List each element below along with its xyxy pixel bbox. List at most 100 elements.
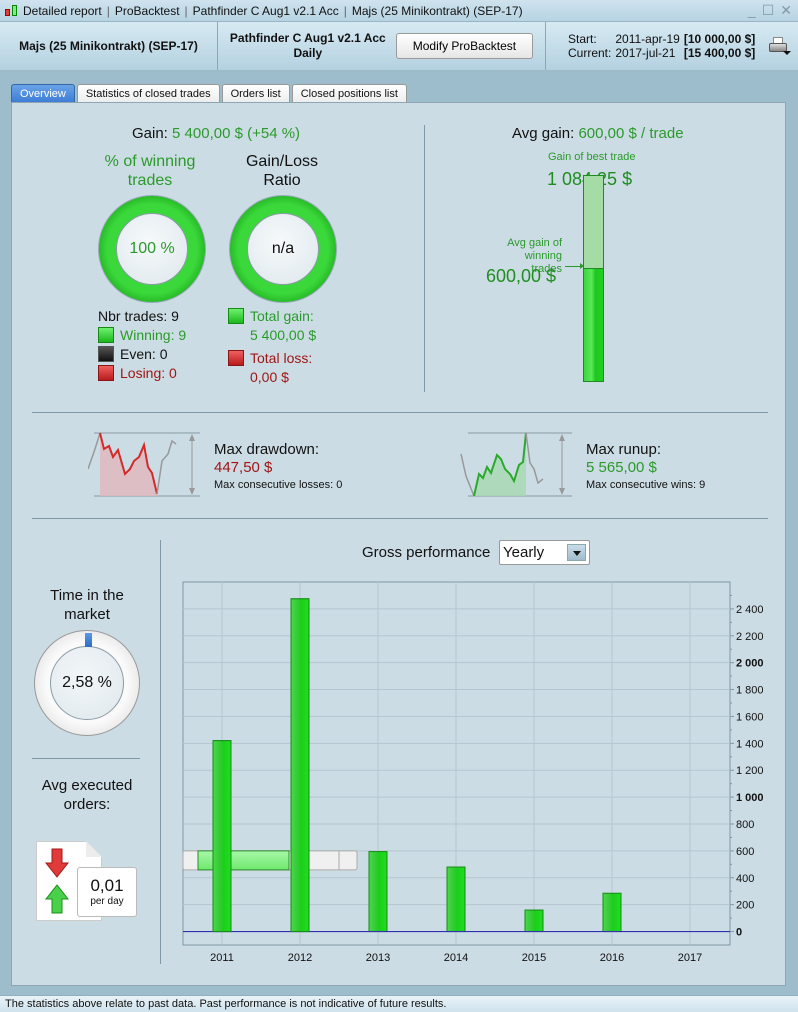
horizontal-divider xyxy=(32,758,140,759)
buy-arrow-icon xyxy=(45,884,69,914)
gain-loss-ratio-value: n/a xyxy=(247,213,319,285)
winning-trades-title: % of winning trades xyxy=(104,153,196,189)
strategy-name: Pathfinder C Aug1 v2.1 Acc xyxy=(229,31,386,45)
y-tick-label: 2 200 xyxy=(736,631,764,643)
current-date: 2017-jul-21 xyxy=(615,46,676,60)
gain-label: Gain: xyxy=(132,125,168,142)
avg-winning-label: Avg gain of winning trades xyxy=(507,237,562,275)
bar-2013 xyxy=(368,851,388,933)
avg-gain-summary: Avg gain: 600,00 $ / trade xyxy=(512,125,684,142)
x-tick-label: 2016 xyxy=(600,952,624,964)
tab-closed-positions-list[interactable]: Closed positions list xyxy=(291,84,407,103)
time-in-market-ring: 2,58 % xyxy=(34,630,140,736)
drawdown-sparkline-icon xyxy=(88,432,200,497)
period-select[interactable]: Yearly xyxy=(499,540,590,565)
best-trade-label: Gain of best trade xyxy=(548,151,636,163)
close-icon[interactable]: ✕ xyxy=(780,2,792,18)
losing-count: Losing: 0 xyxy=(120,365,177,381)
max-runup-value: 5 565,00 $ xyxy=(586,459,657,476)
avg-gain-label: Avg gain: xyxy=(512,125,575,142)
trade-counts: Nbr trades: 9 Winning: 9 Even: 0 Losing:… xyxy=(98,307,186,383)
gain-value: 5 400,00 $ (+54 %) xyxy=(172,125,301,142)
chevron-down-icon[interactable] xyxy=(567,544,586,561)
avg-winning-value: 600,00 $ xyxy=(486,266,557,286)
time-in-market-segment xyxy=(85,633,92,647)
chart-scrollbar-thumb xyxy=(197,850,290,871)
avg-gain-gauge-fill xyxy=(584,267,603,381)
y-tick-label: 400 xyxy=(736,873,754,885)
even-swatch-icon xyxy=(98,346,114,362)
avg-arrow-icon xyxy=(565,263,584,269)
current-label: Current: xyxy=(568,46,612,60)
tab-bar: Overview Statistics of closed trades Ord… xyxy=(11,84,407,103)
modify-probacktest-button[interactable]: Modify ProBacktest xyxy=(395,33,534,59)
bar-2015 xyxy=(524,909,544,933)
time-in-market-title: Time in the market xyxy=(50,587,124,623)
strategy-cell: Pathfinder C Aug1 v2.1 Acc Daily Modify … xyxy=(218,22,546,70)
total-loss-swatch-icon xyxy=(228,350,244,366)
report-header: Majs (25 Minikontrakt) (SEP-17) Pathfind… xyxy=(0,22,798,72)
y-tick-label: 0 xyxy=(736,927,742,939)
app-logo-icon xyxy=(4,4,20,18)
printer-icon[interactable] xyxy=(769,37,792,55)
gain-summary: Gain: 5 400,00 $ (+54 %) xyxy=(132,125,300,142)
avg-gain-gauge xyxy=(583,175,604,382)
losing-swatch-icon xyxy=(98,365,114,381)
horizontal-divider xyxy=(32,412,768,413)
overview-panel: Gain: 5 400,00 $ (+54 %) % of winning tr… xyxy=(11,102,786,986)
dates-cell: Start: 2011-apr-19 [10 000,00 $] Current… xyxy=(546,22,798,70)
tab-statistics-closed-trades[interactable]: Statistics of closed trades xyxy=(76,84,220,103)
max-consecutive-wins: Max consecutive wins: 9 xyxy=(586,479,706,491)
tab-overview[interactable]: Overview xyxy=(11,84,75,103)
winning-swatch-icon xyxy=(98,327,114,343)
time-in-market-value: 2,58 % xyxy=(50,646,124,720)
x-tick-label: 2014 xyxy=(444,952,468,964)
bar-2014 xyxy=(446,866,466,933)
winning-pct-value: 100 % xyxy=(116,213,188,285)
bar-2011-front xyxy=(212,740,232,933)
x-tick-label: 2017 xyxy=(678,952,702,964)
gross-performance-chart: 0 200 400 600 800 1 000 1 200 1 400 1 600 1 800 2 … xyxy=(182,581,764,964)
y-tick-label: 1 000 xyxy=(736,792,764,804)
total-gain-swatch-icon xyxy=(228,308,244,324)
sell-arrow-icon xyxy=(45,848,69,878)
gain-loss-ratio-ring: n/a xyxy=(229,195,337,303)
market-name: Majs (25 Minikontrakt) (SEP-17) xyxy=(0,22,218,70)
tab-orders-list[interactable]: Orders list xyxy=(221,84,290,103)
avg-orders-box: 0,01 per day xyxy=(77,867,137,917)
runup-sparkline-icon xyxy=(460,432,572,497)
vertical-divider xyxy=(424,125,425,392)
breadcrumb-market: Majs (25 Minikontrakt) (SEP-17) xyxy=(351,3,523,18)
bar-2012-front xyxy=(290,598,310,933)
max-runup-label: Max runup: xyxy=(586,441,662,458)
breadcrumb-report: Detailed report xyxy=(23,3,102,18)
gross-performance-label: Gross performance xyxy=(362,544,491,561)
total-gain-value: 5 400,00 $ xyxy=(250,327,317,343)
y-tick-label: 1 400 xyxy=(736,738,764,750)
avg-orders-unit: per day xyxy=(90,896,124,907)
x-tick-label: 2013 xyxy=(366,952,390,964)
y-tick-label: 800 xyxy=(736,819,754,831)
timeframe: Daily xyxy=(293,46,323,60)
minimize-icon[interactable]: _ xyxy=(747,2,756,18)
y-tick-label: 200 xyxy=(736,900,754,912)
total-loss-value: 0,00 $ xyxy=(250,369,289,385)
vertical-divider xyxy=(160,540,161,964)
winning-pct-ring: 100 % xyxy=(98,195,206,303)
start-label: Start: xyxy=(568,32,597,46)
x-tick-label: 2012 xyxy=(288,952,312,964)
breadcrumb-strategy: Pathfinder C Aug1 v2.1 Acc xyxy=(192,3,339,18)
max-drawdown-value: 447,50 $ xyxy=(214,459,273,476)
period-select-value: Yearly xyxy=(503,544,545,561)
gain-loss-ratio-title: Gain/Loss Ratio xyxy=(245,153,319,189)
start-capital: [10 000,00 $] xyxy=(683,32,756,46)
even-count: Even: 0 xyxy=(120,346,168,362)
x-tick-label: 2011 xyxy=(210,952,234,964)
winning-count: Winning: 9 xyxy=(120,327,187,343)
start-date: 2011-apr-19 xyxy=(615,32,680,46)
total-gain-label: Total gain: xyxy=(250,308,314,324)
maximize-icon[interactable]: ☐ xyxy=(761,2,775,18)
nbr-trades: Nbr trades: 9 xyxy=(98,308,179,324)
avg-executed-orders-title: Avg executed orders: xyxy=(41,777,133,813)
gain-loss-totals: Total gain: 5 400,00 $ Total loss: 0,00 … xyxy=(228,307,316,387)
